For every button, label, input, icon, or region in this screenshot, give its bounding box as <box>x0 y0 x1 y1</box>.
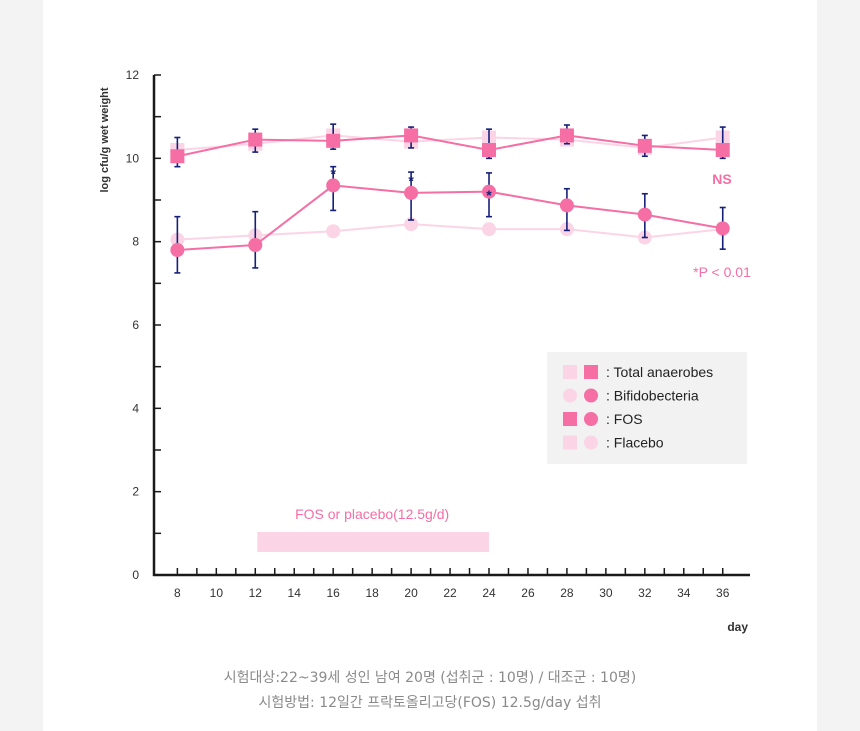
x-tick-label: 26 <box>521 586 535 600</box>
x-tick-label: 20 <box>404 586 418 600</box>
caption-subjects: 시험대상:22~39세 성인 남여 20명 (섭취군 : 10명) / 대조군 … <box>223 670 637 686</box>
y-tick-label: 6 <box>132 318 139 332</box>
p-value-annotation: *P < 0.01 <box>693 264 751 280</box>
y-tick-label: 10 <box>126 151 140 165</box>
y-axis-label: log cfu/g wet weight <box>99 87 111 192</box>
y-tick-label: 8 <box>132 235 139 249</box>
legend-marker-square <box>563 412 577 426</box>
legend-marker-circle <box>563 388 577 403</box>
data-point-square <box>248 132 263 147</box>
data-point-square <box>404 128 419 143</box>
data-point-square <box>637 138 652 153</box>
data-point-circle <box>482 184 497 199</box>
data-point-square <box>715 143 730 157</box>
caption-method: 시험방법: 12일간 프락토올리고당(FOS) 12.5g/day 섭취 <box>258 695 602 711</box>
x-tick-label: 10 <box>210 586 224 600</box>
legend: : Total anaerobes : Bifidobecteria : FOS : … <box>547 352 747 464</box>
x-tick-label: 14 <box>288 586 302 600</box>
x-tick-label: 12 <box>249 586 263 600</box>
legend-label: : Flacebo <box>606 435 664 451</box>
data-point-circle <box>404 217 419 232</box>
data-point-circle <box>559 198 574 213</box>
series-line <box>177 134 723 158</box>
series-fos-bifidobacteria <box>170 165 730 274</box>
x-tick-label: 24 <box>482 586 496 600</box>
x-tick-label: 28 <box>560 586 574 600</box>
treatment-label: FOS or placebo(12.5g/d) <box>295 506 449 522</box>
legend-marker-circle <box>584 435 598 450</box>
legend-marker-circle <box>584 388 598 403</box>
series-fos-total-anaerobes <box>170 123 730 168</box>
legend-label: : Total anaerobes <box>606 364 713 380</box>
x-tick-label: 34 <box>677 586 691 600</box>
legend-box <box>547 352 747 464</box>
legend-label: : FOS <box>606 411 643 427</box>
x-tick-label: 30 <box>599 586 613 600</box>
data-point-circle <box>248 238 263 252</box>
data-point-circle <box>326 224 341 239</box>
ns-annotation: NS <box>712 171 731 187</box>
treatment-period-bar <box>257 532 490 552</box>
significance-star: * <box>330 165 336 181</box>
legend-marker-circle <box>584 412 598 426</box>
data-point-square <box>482 143 497 157</box>
data-point-circle <box>170 243 185 257</box>
x-tick-label: 8 <box>174 586 181 600</box>
y-tick-label: 12 <box>126 68 140 82</box>
legend-label: : Bifidobecteria <box>606 388 699 404</box>
x-tick-label: 16 <box>327 586 341 600</box>
data-point-circle <box>482 222 497 237</box>
data-point-circle <box>637 207 652 222</box>
x-tick-label: 36 <box>716 586 730 600</box>
legend-marker-square <box>584 365 598 379</box>
significance-star: * <box>486 187 492 203</box>
y-tick-label: 2 <box>132 485 139 499</box>
series-line <box>177 134 723 151</box>
data-point-circle <box>404 185 419 200</box>
legend-marker-square <box>563 365 577 379</box>
data-point-circle <box>715 221 730 236</box>
y-tick-label: 0 <box>132 568 139 582</box>
legend-marker-square <box>563 435 577 450</box>
x-tick-label: 18 <box>365 586 379 600</box>
data-point-circle <box>326 178 341 193</box>
x-tick-label: 32 <box>638 586 652 600</box>
significance-star: * <box>408 172 414 188</box>
data-point-square <box>326 133 341 148</box>
data-point-square <box>170 149 185 164</box>
data-point-square <box>559 128 574 143</box>
x-tick-label: 22 <box>443 586 457 600</box>
series-line <box>177 184 723 251</box>
x-axis-label: day <box>727 620 748 634</box>
y-tick-label: 4 <box>132 401 139 415</box>
